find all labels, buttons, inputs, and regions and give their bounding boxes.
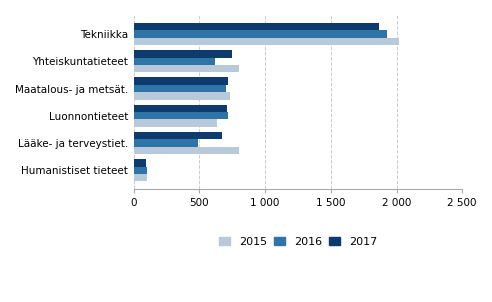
Bar <box>134 140 198 147</box>
Legend: 2015, 2016, 2017: 2015, 2016, 2017 <box>216 233 380 250</box>
Bar <box>134 167 147 174</box>
Bar <box>134 23 379 30</box>
Bar <box>134 30 387 38</box>
Bar <box>134 132 222 140</box>
Bar <box>134 38 399 45</box>
Bar <box>134 159 146 167</box>
Bar <box>134 147 239 154</box>
Bar <box>134 58 215 65</box>
Bar <box>134 174 147 182</box>
Bar <box>134 85 226 92</box>
Bar <box>134 105 227 112</box>
Bar <box>134 120 216 127</box>
Bar <box>134 112 228 120</box>
Bar <box>134 65 239 72</box>
Bar <box>134 92 230 100</box>
Bar <box>134 78 228 85</box>
Bar <box>134 50 232 58</box>
